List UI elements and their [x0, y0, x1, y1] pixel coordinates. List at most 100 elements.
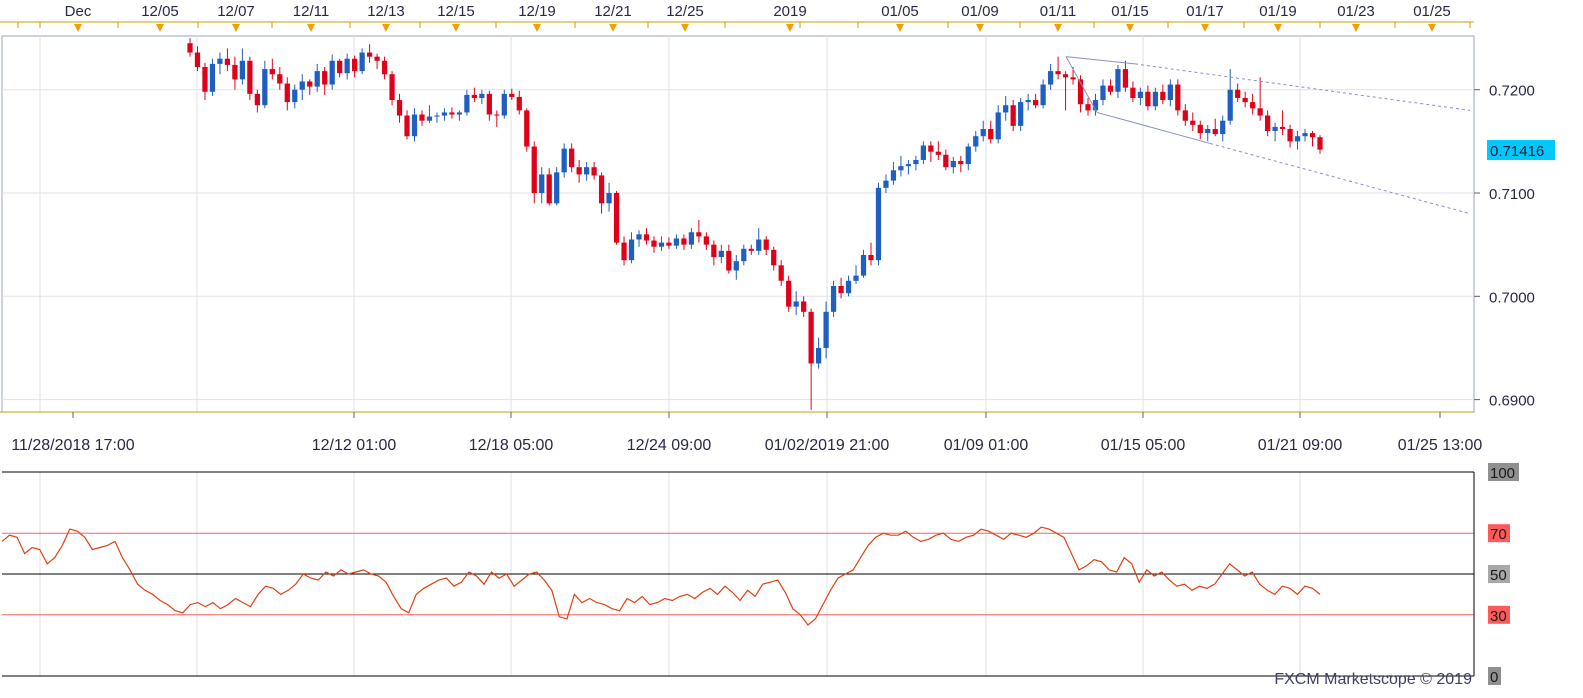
candle [329, 54, 335, 90]
top-date-label: 01/19 [1259, 3, 1297, 20]
candle [1100, 79, 1106, 106]
candle [561, 143, 567, 178]
candles [187, 38, 1323, 410]
candle [793, 291, 799, 315]
rsi-level-label: 30 [1490, 608, 1507, 625]
candle [928, 141, 934, 163]
top-date-label: 12/21 [594, 3, 632, 20]
candle [569, 143, 575, 173]
rsi-panel[interactable] [1, 471, 1474, 677]
candle [1220, 115, 1226, 142]
rsi-level-label: 50 [1490, 567, 1507, 584]
date-marker-icon [232, 24, 240, 32]
top-date-label: 12/25 [666, 3, 704, 20]
candle [666, 237, 672, 249]
candle [239, 48, 246, 85]
candle [374, 53, 380, 70]
candle [441, 108, 448, 121]
candle [359, 48, 365, 75]
candle [1025, 93, 1031, 111]
bottom-date-label: 12/12 01:00 [312, 437, 397, 454]
candle [1235, 83, 1241, 103]
candle [1205, 124, 1211, 142]
candle [486, 90, 492, 121]
candle [269, 58, 275, 80]
bottom-date-label: 11/28/2018 17:00 [11, 437, 134, 454]
date-marker-icon [1201, 24, 1209, 32]
candle [658, 236, 665, 251]
candle [898, 155, 904, 177]
bottom-date-label: 12/24 09:00 [627, 437, 712, 454]
candle [322, 66, 328, 95]
candle [696, 219, 702, 243]
candle [284, 77, 290, 111]
candle [1152, 87, 1158, 111]
date-marker-icon [896, 24, 904, 32]
rsi-line [1, 526, 1321, 626]
candle [726, 244, 732, 274]
candle [1190, 112, 1196, 132]
candle [576, 159, 582, 183]
bottom-date-label: 01/09 01:00 [944, 437, 1029, 454]
candle [509, 88, 515, 101]
candle [1250, 93, 1256, 115]
candle [539, 167, 545, 204]
candle [681, 234, 687, 250]
rsi-levels [2, 471, 1474, 677]
candle [1279, 110, 1286, 136]
rsi-level-badge [1488, 524, 1510, 543]
candle [703, 232, 709, 250]
candle [1010, 100, 1016, 132]
rsi-axis: 100 70 50 30 0 [1473, 463, 1519, 686]
candle [1137, 87, 1144, 106]
candle [958, 155, 964, 173]
candle [621, 236, 627, 266]
candle [1055, 56, 1061, 80]
candle [411, 108, 418, 142]
candle [643, 228, 650, 245]
candle [860, 249, 867, 278]
candle [381, 56, 388, 80]
bottom-date-label: 01/21 09:00 [1258, 437, 1343, 454]
top-date-label: 01/23 [1337, 3, 1375, 20]
candle [733, 254, 739, 280]
candle [404, 110, 410, 140]
candle [995, 105, 1001, 144]
price-tick-label: 0.6900 [1489, 393, 1535, 410]
date-marker-icon [533, 24, 541, 32]
candle [905, 159, 912, 175]
date-marker-icon [1054, 24, 1062, 32]
trendline [1065, 56, 1098, 113]
candle [1182, 104, 1188, 126]
candle [479, 89, 485, 105]
candle [1294, 131, 1301, 150]
top-date-label: 12/05 [141, 3, 179, 20]
candle [636, 230, 642, 247]
candle [434, 112, 440, 123]
candle [292, 84, 298, 109]
candle [546, 168, 552, 206]
candle [718, 244, 724, 264]
date-marker-icon [1126, 24, 1134, 32]
candle [688, 228, 695, 249]
candle [584, 162, 590, 181]
candle [389, 71, 395, 106]
candle [613, 190, 620, 245]
candle [988, 120, 994, 144]
candle [1033, 93, 1039, 109]
top-date-label: 01/11 [1040, 3, 1076, 20]
candle [471, 87, 477, 103]
top-date-axis: Dec 12/05 12/07 12/11 12/13 12/15 12/19 12/21 12… [0, 3, 1474, 32]
candle [1085, 97, 1091, 116]
date-marker-icon [382, 24, 390, 32]
candle [194, 46, 201, 72]
candle [591, 162, 597, 180]
last-price-badge [1487, 140, 1555, 161]
candle [494, 110, 500, 127]
candle [449, 107, 455, 119]
rsi-level-badge [1488, 463, 1519, 481]
price-panel[interactable] [1, 35, 1475, 413]
candle [1309, 131, 1316, 147]
